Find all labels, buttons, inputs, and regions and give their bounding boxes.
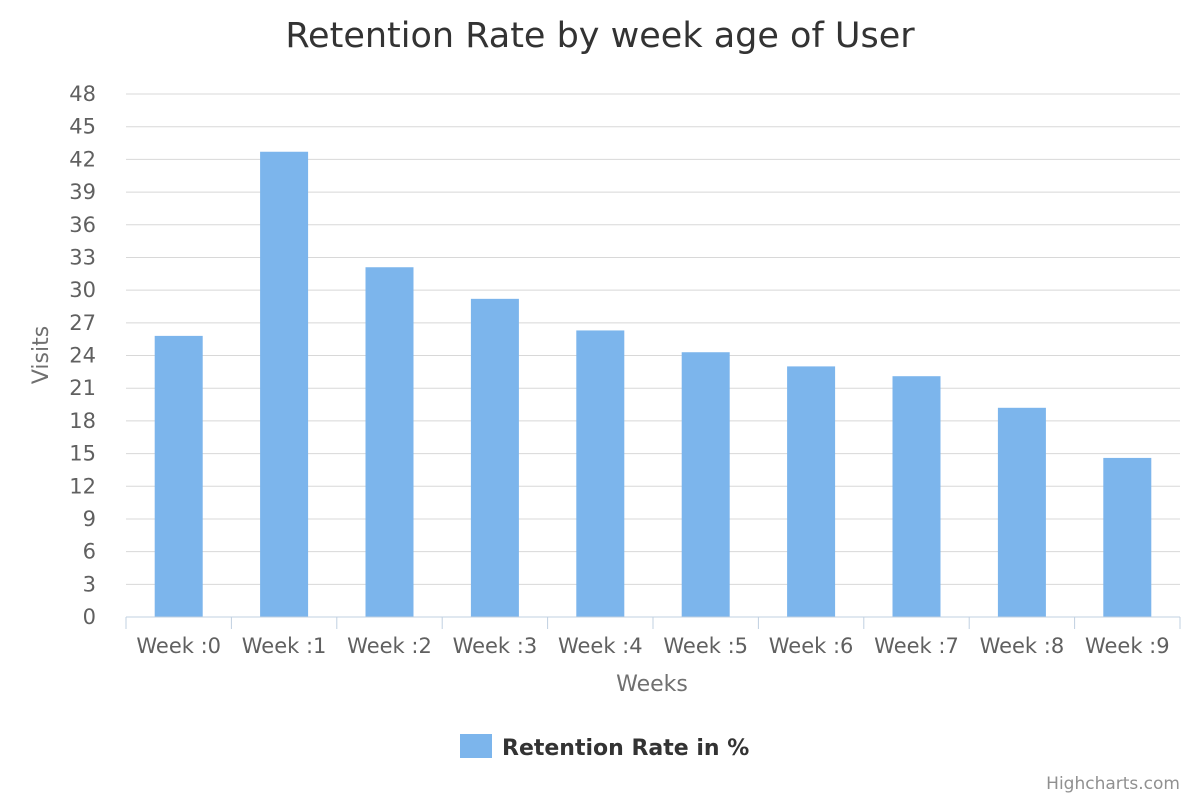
y-tick-label: 9 (83, 507, 96, 531)
y-tick-label: 21 (69, 376, 96, 400)
y-tick-label: 24 (69, 344, 96, 368)
x-tick-label: Week :4 (558, 634, 643, 658)
y-tick-label: 12 (69, 474, 96, 498)
bar[interactable] (470, 298, 519, 617)
y-tick-label: 30 (69, 278, 96, 302)
bar[interactable] (154, 335, 203, 617)
bar[interactable] (365, 267, 414, 617)
bars (154, 151, 1152, 617)
y-tick-label: 6 (83, 540, 96, 564)
y-tick-label: 15 (69, 442, 96, 466)
bar[interactable] (997, 407, 1046, 617)
bar[interactable] (681, 352, 730, 617)
x-axis-title: Weeks (616, 672, 688, 697)
x-tick-label: Week :7 (874, 634, 959, 658)
bar[interactable] (576, 330, 625, 617)
x-tick-label: Week :1 (242, 634, 327, 658)
y-tick-label: 0 (83, 605, 96, 629)
x-tick-label: Week :5 (663, 634, 748, 658)
y-tick-label: 33 (69, 245, 96, 269)
bar[interactable] (892, 376, 941, 617)
bar[interactable] (1103, 457, 1152, 617)
y-tick-label: 27 (69, 311, 96, 335)
y-tick-label: 42 (69, 147, 96, 171)
x-tick-label: Week :2 (347, 634, 432, 658)
legend-swatch[interactable] (460, 734, 492, 758)
y-axis-title: Visits (29, 326, 54, 384)
y-tick-label: 39 (69, 180, 96, 204)
x-tick-label: Week :3 (453, 634, 538, 658)
y-tick-label: 3 (83, 572, 96, 596)
bar[interactable] (787, 366, 836, 617)
bar[interactable] (260, 151, 309, 617)
x-axis-ticks: Week :0 Week :1 Week :2 Week :3 Week :4 Week … (125, 617, 1181, 658)
x-tick-label: Week :8 (980, 634, 1065, 658)
credits-link[interactable]: Highcharts.com (1046, 774, 1180, 794)
chart-title: Retention Rate by week age of User (285, 16, 915, 56)
x-tick-label: Week :0 (136, 634, 221, 658)
y-tick-label: 36 (69, 213, 96, 237)
x-tick-label: Week :9 (1085, 634, 1170, 658)
x-tick-label: Week :6 (769, 634, 854, 658)
y-tick-label: 18 (69, 409, 96, 433)
legend-item-label[interactable]: Retention Rate in % (502, 736, 749, 761)
y-tick-label: 48 (69, 82, 96, 106)
y-tick-label: 45 (69, 115, 96, 139)
legend[interactable]: Retention Rate in % (460, 734, 749, 761)
